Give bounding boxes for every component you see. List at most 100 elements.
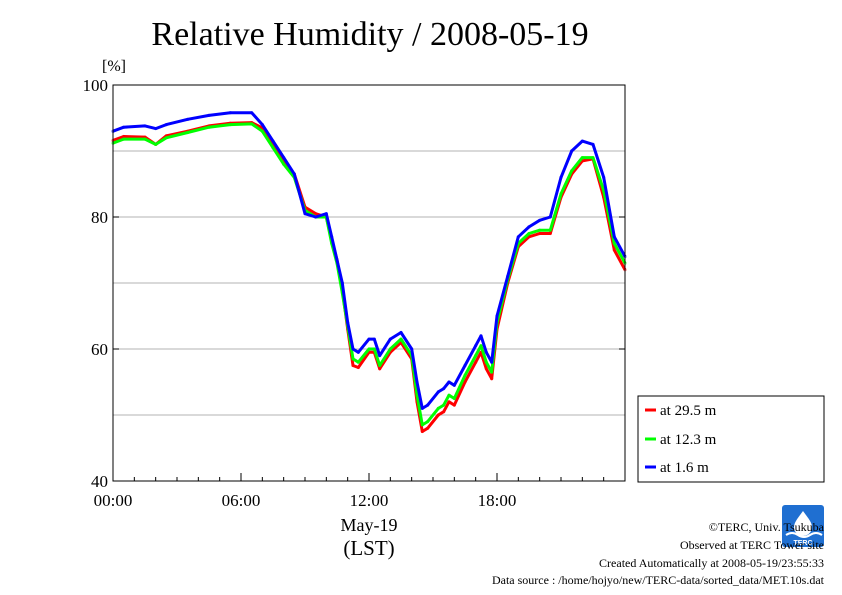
point-at-29-5-m-45 [548,231,552,236]
point-at-29-5-m-20 [351,363,355,368]
point-at-12-3-m-44 [538,228,542,232]
point-at-29-5-m-32 [442,410,446,414]
point-at-1-6-m-32 [442,387,446,391]
point-at-29-5-m-30 [426,426,430,430]
point-at-12-3-m-29 [420,423,424,427]
point-at-29-5-m-35 [463,380,467,384]
point-at-1-6-m-19 [346,321,350,325]
x-tick-label-1: 06:00 [222,491,261,510]
point-at-29-5-m-51 [612,248,616,252]
point-at-1-6-m-10 [271,139,275,143]
point-at-12-3-m-20 [351,357,355,361]
credit-copyright: ©TERC, Univ. Tsukuba [708,520,824,534]
point-at-12-3-m-48 [580,156,584,160]
point-at-12-3-m-45 [548,228,552,232]
y-tick-label-60: 60 [91,340,108,359]
x-tick-label-2: 12:00 [350,491,389,510]
point-at-12-3-m-51 [612,241,616,245]
point-at-1-6-m-12 [292,172,296,176]
point-at-1-6-m-9 [260,123,264,127]
point-at-1-6-m-14 [314,215,318,219]
data-series [111,111,627,434]
point-at-12-3-m-34 [452,396,456,401]
point-at-12-3-m-8 [250,122,254,126]
point-at-1-6-m-43 [527,225,531,229]
point-at-29-5-m-33 [447,400,451,404]
legend-entry-29-5m: at 29.5 m [645,403,717,419]
legend-label-29-5m: at 29.5 m [660,403,717,419]
legend-entry-12-3m: at 12.3 m [645,432,717,448]
point-at-1-6-m-29 [420,406,424,410]
point-at-29-5-m-24 [378,367,382,371]
point-at-1-6-m-42 [516,235,520,239]
series-line-at-12-3-m [112,122,627,427]
point-at-12-3-m-7 [228,123,232,127]
point-at-1-6-m-28 [415,380,419,384]
point-at-1-6-m-37 [479,334,483,338]
point-at-12-3-m-46 [559,192,563,196]
point-at-1-6-m-15 [324,212,328,216]
point-at-12-3-m-24 [378,363,382,368]
point-at-12-3-m-4 [164,136,168,140]
point-at-1-6-m-2 [143,124,147,128]
point-at-1-6-m-26 [399,330,403,335]
credit-source: Data source : /home/hojyo/new/TERC-data/… [491,573,824,587]
point-at-12-3-m-25 [388,347,392,351]
y-tick-label-100: 100 [83,76,109,95]
point-at-1-6-m-23 [372,337,376,341]
point-at-29-5-m-1 [122,134,126,139]
point-at-1-6-m-33 [447,380,451,384]
point-at-1-6-m-50 [602,175,606,179]
point-at-1-6-m-34 [452,383,456,387]
point-at-1-6-m-40 [495,314,499,318]
point-at-1-6-m-36 [474,344,478,348]
point-at-29-5-m-14 [314,212,318,216]
point-at-12-3-m-23 [372,347,376,351]
point-at-29-5-m-36 [474,360,478,364]
legend: at 29.5 m at 12.3 m at 1.6 m [637,395,825,483]
axis-ticks: 40 60 80 100 00:00 06:00 12:00 18:00 [83,76,626,510]
point-at-1-6-m-16 [330,235,334,239]
point-at-12-3-m-49 [591,156,595,160]
point-at-1-6-m-17 [335,258,339,262]
point-at-1-6-m-47 [570,149,574,153]
grid-lines [113,150,625,416]
legend-label-12-3m: at 12.3 m [660,432,717,448]
point-at-1-6-m-5 [186,117,190,121]
logo-text: TERC [793,540,812,547]
x-axis-date-label: May-19 [341,515,398,535]
point-at-12-3-m-35 [463,373,467,377]
y-axis-label: [%] [102,58,126,75]
point-at-29-5-m-31 [436,413,440,417]
point-at-1-6-m-18 [340,281,344,285]
point-at-12-3-m-26 [399,337,403,341]
point-at-12-3-m-38 [484,360,488,364]
point-at-29-5-m-44 [538,231,542,236]
point-at-1-6-m-7 [228,111,232,115]
x-tick-label-3: 18:00 [478,491,517,510]
point-at-12-3-m-2 [143,137,147,141]
point-at-1-6-m-35 [463,363,467,368]
point-at-12-3-m-22 [367,347,371,351]
logo-waves [785,532,823,538]
y-tick-label-80: 80 [91,208,108,227]
point-at-1-6-m-25 [388,337,392,341]
point-at-12-3-m-47 [570,169,574,173]
x-tick-label-0: 00:00 [94,491,133,510]
point-at-1-6-m-49 [591,142,595,146]
legend-label-1-6m: at 1.6 m [660,460,709,476]
point-at-1-6-m-27 [410,347,414,351]
legend-box [637,395,825,483]
point-at-1-6-m-39 [490,360,494,364]
chart-title: Relative Humidity / 2008-05-19 [151,16,588,53]
point-at-12-3-m-36 [474,354,478,358]
point-at-1-6-m-44 [538,218,542,222]
point-at-12-3-m-32 [442,403,446,407]
point-at-12-3-m-10 [271,146,275,150]
terc-logo: TERC [782,505,824,547]
point-at-1-6-m-46 [559,175,563,179]
point-at-29-5-m-34 [452,403,456,407]
series-line-at-29-5-m [112,121,627,433]
point-at-12-3-m-33 [447,393,451,397]
